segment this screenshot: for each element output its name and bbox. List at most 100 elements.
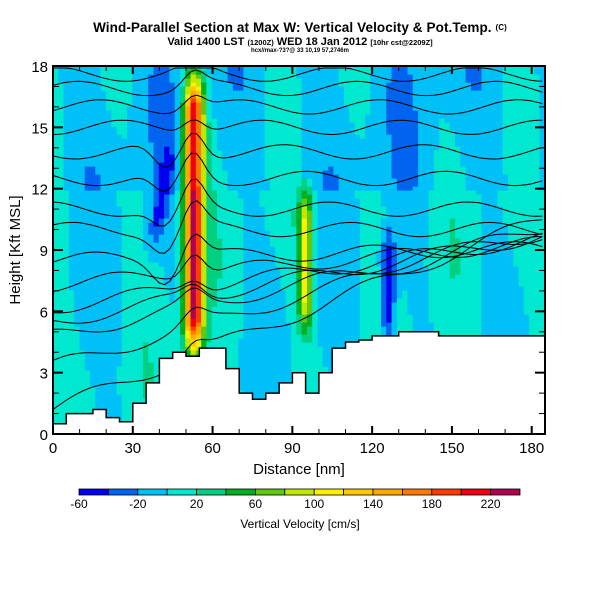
field-cell [142,378,149,383]
field-cell [169,186,176,191]
field-cell [148,78,155,83]
field-cell [164,330,170,335]
field-cell [164,230,170,235]
field-cell [148,166,155,171]
field-cell [116,66,123,71]
field-cell [148,70,155,75]
field-cell [322,306,329,311]
field-cell [222,126,229,131]
field-cell [259,78,266,83]
field-cell [148,226,155,231]
field-cell [291,302,297,307]
field-cell [232,278,239,283]
field-cell [148,286,155,291]
field-cell [185,218,192,223]
field-cell [322,82,329,87]
field-cell [148,158,155,163]
field-cell [53,334,59,339]
field-cell [296,166,303,171]
field-cell [248,266,255,271]
field-cell [333,286,340,291]
field-cell [68,162,75,167]
field-cell [291,310,297,315]
field-cell [68,154,75,159]
field-cell [74,310,81,315]
field-cell [74,346,81,351]
field-cell [333,114,340,119]
field-cell [68,378,75,383]
field-cell [317,362,324,367]
field-cell [148,66,155,71]
field-cell [243,222,250,227]
field-cell [185,130,192,135]
field-cell [185,134,192,139]
field-cell [116,334,123,339]
field-cell [254,126,260,131]
field-cell [206,322,213,327]
field-cell [53,258,59,263]
field-cell [333,70,340,75]
field-cell [169,238,176,243]
field-cell [68,318,75,323]
field-cell [328,306,334,311]
field-cell [68,402,75,407]
field-cell [201,98,208,103]
field-cell [275,270,282,275]
field-cell [328,138,334,143]
field-cell [322,234,329,239]
field-cell [312,254,319,259]
field-cell [79,158,86,163]
field-cell [127,110,133,115]
field-cell [206,130,213,135]
field-cell [301,162,308,167]
field-cell [227,114,234,119]
field-cell [243,110,250,115]
field-cell [296,122,303,127]
field-cell [232,106,239,111]
field-cell [127,166,133,171]
field-cell [301,322,308,327]
field-cell [95,114,102,119]
field-cell [116,70,123,75]
field-cell [179,118,186,123]
field-cell [164,118,170,123]
field-cell [328,362,334,367]
field-cell [195,142,202,147]
field-cell [206,82,213,87]
field-cell [79,390,86,395]
field-cell [217,250,223,255]
field-cell [174,138,181,143]
field-cell [105,342,112,347]
field-cell [190,166,197,171]
field-cell [248,162,255,167]
field-cell [227,290,234,295]
field-cell [190,238,197,243]
field-cell [63,386,70,391]
field-cell [291,190,297,195]
field-cell [90,402,96,407]
field-cell [328,318,334,323]
field-cell [232,214,239,219]
field-cell [254,262,260,267]
field-cell [169,150,176,155]
field-cell [328,134,334,139]
field-cell [248,222,255,227]
field-cell [153,242,160,247]
field-cell [275,350,282,355]
field-cell [206,146,213,151]
field-cell [116,406,123,411]
field-cell [105,86,112,91]
field-cell [174,118,181,123]
field-cell [137,246,144,251]
field-cell [105,210,112,215]
field-cell [227,166,234,171]
field-cell [90,170,96,175]
field-cell [243,242,250,247]
field-cell [243,254,250,259]
field-cell [328,298,334,303]
field-cell [195,230,202,235]
field-cell [291,342,297,347]
field-cell [74,374,81,379]
field-cell [58,334,65,339]
field-cell [105,130,112,135]
